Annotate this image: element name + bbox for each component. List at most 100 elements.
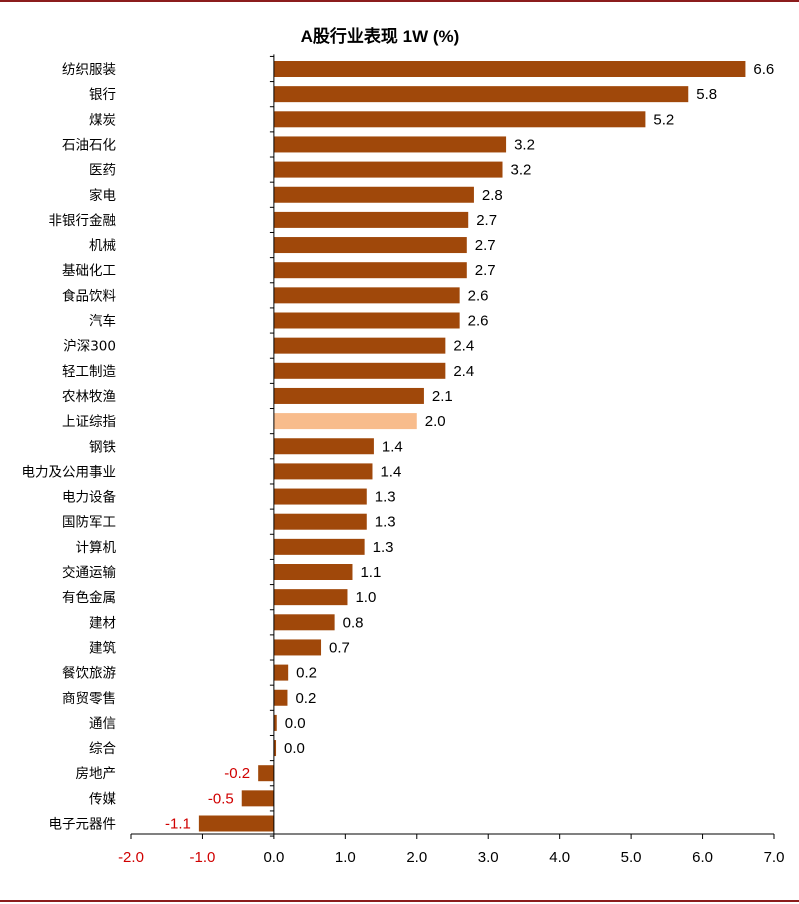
value-label: 2.0 [425, 413, 446, 430]
x-tick-label: 2.0 [406, 849, 427, 866]
category-label: 交通运输 [62, 564, 116, 581]
category-label: 非银行金融 [49, 213, 117, 229]
bar-row-23 [273, 639, 322, 656]
bar-row-24 [273, 664, 289, 681]
value-label: 1.1 [360, 564, 381, 581]
bars-group [198, 61, 746, 832]
category-label: 计算机 [76, 540, 117, 556]
value-label: 0.2 [296, 665, 317, 682]
bar-row-28 [258, 765, 274, 782]
category-label: 沪深300 [63, 339, 116, 355]
category-label: 上证综指 [62, 414, 116, 430]
bar-row-15 [273, 438, 374, 455]
category-label: 基础化工 [62, 262, 116, 279]
bar-row-26 [273, 714, 277, 731]
bar-row-25 [273, 689, 288, 706]
value-label: 2.6 [468, 313, 489, 330]
bar-row-30 [198, 815, 274, 832]
value-label: -0.2 [224, 765, 250, 782]
value-label: 3.2 [511, 162, 532, 179]
chart-title: A股行业表现 1W (%) [301, 26, 460, 46]
value-label: 6.6 [753, 61, 774, 78]
category-label: 商贸零售 [62, 691, 116, 707]
bar-row-27 [273, 740, 277, 757]
bar-row-22 [273, 614, 335, 631]
bar-row-13 [273, 387, 424, 404]
category-label: 钢铁 [89, 439, 116, 455]
value-label: 1.3 [375, 489, 396, 506]
value-label: 2.4 [453, 338, 474, 355]
category-label: 建筑 [89, 640, 116, 656]
x-tick-label: -2.0 [118, 849, 144, 866]
x-tick-label: 7.0 [764, 849, 785, 866]
value-label: 0.7 [329, 639, 350, 656]
bar-row-1 [273, 86, 689, 103]
bar-row-5 [273, 186, 474, 203]
category-label: 有色金属 [62, 589, 116, 606]
category-label: 综合 [89, 741, 116, 757]
bar-row-9 [273, 287, 460, 304]
bar-row-4 [273, 161, 503, 178]
value-label: 5.2 [653, 111, 674, 128]
value-label: 1.3 [373, 539, 394, 556]
top-rule [0, 0, 799, 2]
value-label: 3.2 [514, 136, 535, 153]
x-tick-label: 5.0 [621, 849, 642, 866]
category-label: 医药 [89, 163, 116, 179]
value-label: -0.5 [208, 790, 234, 807]
value-label: -1.1 [165, 816, 191, 833]
category-label: 电子元器件 [49, 817, 117, 833]
category-label: 机械 [89, 238, 116, 254]
bar-row-14 [273, 413, 417, 430]
category-label: 石油石化 [62, 137, 116, 153]
bar-row-17 [273, 488, 367, 505]
category-label: 煤炭 [89, 112, 116, 128]
bar-row-11 [273, 337, 446, 354]
bar-row-18 [273, 513, 367, 530]
value-label: 2.7 [475, 262, 496, 279]
category-label: 汽车 [89, 313, 116, 330]
value-label: 2.6 [468, 287, 489, 304]
value-label: 2.8 [482, 187, 503, 204]
category-label: 家电 [89, 187, 116, 204]
value-label: 2.4 [453, 363, 474, 380]
category-label: 通信 [89, 716, 116, 732]
bar-row-3 [273, 136, 507, 153]
x-tick-label: 0.0 [263, 849, 284, 866]
value-label: 1.4 [380, 463, 401, 480]
bar-row-10 [273, 312, 460, 329]
value-label: 0.0 [285, 715, 306, 732]
category-label: 餐饮旅游 [62, 666, 116, 682]
x-tick-label: 1.0 [335, 849, 356, 866]
category-label: 建材 [89, 615, 116, 631]
bar-row-21 [273, 589, 348, 606]
bar-row-6 [273, 211, 469, 228]
bar-row-16 [273, 463, 373, 480]
x-tick-label: 3.0 [478, 849, 499, 866]
bar-row-8 [273, 262, 467, 279]
value-label: 0.0 [284, 740, 305, 757]
value-label: 2.1 [432, 388, 453, 405]
value-label: 0.8 [343, 614, 364, 631]
category-label: 电力及公用事业 [22, 464, 117, 480]
bar-row-20 [273, 564, 353, 580]
value-label: 0.2 [295, 690, 316, 707]
value-label: 1.4 [382, 438, 403, 455]
bar-row-12 [273, 362, 446, 379]
category-label: 传媒 [89, 791, 116, 807]
category-label: 国防军工 [62, 515, 116, 531]
axis-group: -2.0 -1.0 0.0 1.0 2.0 3.0 4.0 5.0 6.0 7.0 [118, 54, 784, 866]
category-label: 房地产 [76, 766, 117, 782]
value-label: 5.8 [696, 86, 717, 103]
category-label: 银行 [89, 87, 116, 103]
x-tick-label: 4.0 [549, 849, 570, 866]
value-label: 1.0 [355, 589, 376, 606]
category-label: 食品饮料 [62, 287, 116, 304]
value-label: 2.7 [476, 212, 497, 229]
labels-group: 纺织服装 6.6 银行 5.8 煤炭 5.2 石油石化 3.2 医药 3.2 家电 2.8 非银行金融 2… [22, 61, 775, 833]
category-label: 农林牧渔 [62, 389, 116, 405]
category-label: 轻工制造 [62, 364, 116, 380]
category-label: 电力设备 [62, 489, 116, 506]
x-tick-label: -1.0 [190, 849, 216, 866]
